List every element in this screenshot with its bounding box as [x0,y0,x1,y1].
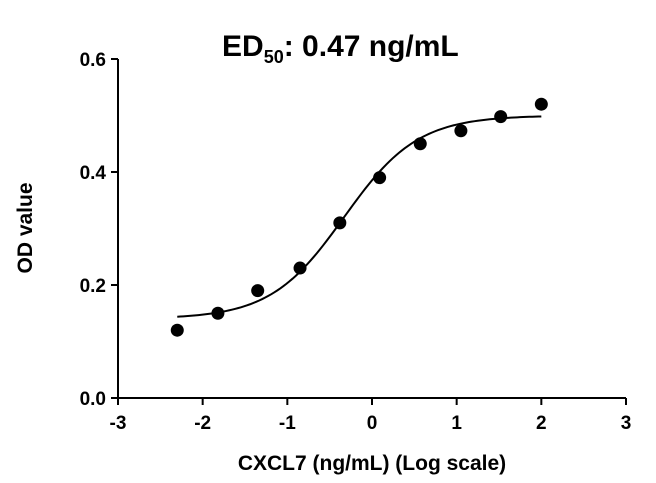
y-tick-label: 0.6 [80,50,106,71]
chart-title-main: ED [222,30,264,63]
data-point [534,97,548,111]
y-ticks: 0.0 0.2 0.4 0.6 [80,50,118,410]
x-ticks: -3 -2 -1 0 1 2 3 [110,398,632,434]
x-axis-label: CXCL7 (ng/mL) (Log scale) [238,452,506,475]
chart-title: ED50: 0.47 ng/mL [222,30,459,67]
data-point [494,110,508,124]
x-tick-label: -3 [110,413,127,434]
x-tick-label: 1 [451,413,462,434]
y-tick-label: 0.2 [80,276,106,297]
y-axis-label: OD value [14,182,37,273]
x-tick-label: -1 [279,413,296,434]
data-points [170,97,548,337]
y-tick-label: 0.0 [80,389,106,410]
x-tick-label: 3 [621,413,632,434]
x-tick-label: 2 [536,413,547,434]
data-point [170,323,184,337]
data-point [413,137,427,151]
axes [117,59,626,399]
data-point [211,306,225,320]
fit-curve [177,115,542,318]
data-point [251,284,265,298]
y-tick-label: 0.4 [80,163,107,184]
chart-title-rest: : 0.47 ng/mL [284,30,459,63]
chart-title-subscript: 50 [264,47,284,67]
data-point [373,171,387,185]
x-tick-label: 0 [367,413,378,434]
x-tick-label: -2 [194,413,211,434]
data-point [333,216,347,230]
data-point [454,124,468,138]
data-point [293,261,307,275]
